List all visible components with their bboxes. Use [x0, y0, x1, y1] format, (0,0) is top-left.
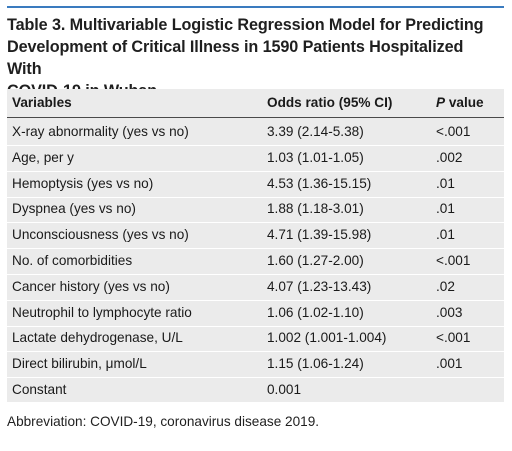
cell-p-value: <.001	[436, 253, 471, 268]
cell-p-value: .003	[436, 304, 463, 320]
cell-p-value: <.001	[436, 330, 471, 346]
title-line-2: Development of Critical Illness in 1590 …	[7, 38, 464, 78]
cell-odds-ratio: 4.71 (1.39-15.98)	[267, 227, 372, 243]
table-row: Unconsciousness (yes vs no) 4.71 (1.39-15…	[7, 222, 504, 250]
cell-variable: Constant	[12, 382, 67, 397]
cell-odds-ratio: 1.03 (1.01-1.05)	[267, 149, 364, 165]
accent-rule	[7, 6, 504, 8]
cell-p-value: .002	[436, 149, 463, 165]
table-header-row: Variables Odds ratio (95% CI) P value	[7, 89, 504, 118]
cell-variable: X-ray abnormality (yes vs no)	[12, 124, 189, 139]
cell-p-value: .01	[436, 201, 455, 217]
cell-variable: Unconsciousness (yes vs no)	[12, 227, 189, 243]
cell-p-value: .01	[436, 175, 455, 191]
header-p-rest: value	[445, 95, 484, 110]
header-p-value: P value	[436, 93, 484, 113]
table-row: Neutrophil to lymphocyte ratio 1.06 (1.02…	[7, 300, 504, 327]
cell-p-value: .01	[436, 227, 455, 243]
table-row: Lactate dehydrogenase, U/L 1.002 (1.001-1…	[7, 325, 504, 353]
title-line-1: Table 3. Multivariable Logistic Regressi…	[7, 16, 484, 34]
cell-variable: Hemoptysis (yes vs no)	[12, 175, 154, 191]
cell-variable: No. of comorbidities	[12, 253, 133, 268]
cell-odds-ratio: 4.53 (1.36-15.15)	[267, 175, 372, 191]
header-odds-ratio: Odds ratio (95% CI)	[267, 95, 393, 110]
table-row: No. of comorbidities 1.60 (1.27-2.00) <.00…	[7, 248, 504, 275]
table-row: Direct bilirubin, μmol/L 1.15 (1.06-1.24)…	[7, 351, 504, 379]
cell-variable: Age, per y	[12, 149, 74, 165]
table-footnote: Abbreviation: COVID-19, coronavirus dise…	[7, 414, 320, 429]
cell-variable: Dyspnea (yes vs no)	[12, 201, 136, 217]
cell-variable: Lactate dehydrogenase, U/L	[12, 330, 183, 346]
cell-odds-ratio: 4.07 (1.23-13.43)	[267, 278, 372, 294]
cell-p-value: .02	[436, 278, 455, 294]
cell-odds-ratio: 1.60 (1.27-2.00)	[267, 253, 364, 268]
table-row: X-ray abnormality (yes vs no) 3.39 (2.14-…	[7, 119, 504, 146]
cell-p-value: <.001	[436, 124, 471, 139]
cell-p-value: .001	[436, 356, 463, 372]
table-row: Cancer history (yes vs no) 4.07 (1.23-13.…	[7, 274, 504, 301]
table-row: Dyspnea (yes vs no) 1.88 (1.18-3.01) .01	[7, 196, 504, 224]
cell-variable: Neutrophil to lymphocyte ratio	[12, 304, 192, 320]
cell-odds-ratio: 1.002 (1.001-1.004)	[267, 330, 387, 346]
cell-odds-ratio: 1.88 (1.18-3.01)	[267, 201, 364, 217]
cell-variable: Direct bilirubin, μmol/L	[12, 356, 147, 372]
cell-odds-ratio: 3.39 (2.14-5.38)	[267, 124, 364, 139]
cell-odds-ratio: 1.15 (1.06-1.24)	[267, 356, 364, 372]
cell-variable: Cancer history (yes vs no)	[12, 278, 170, 294]
table-row: Age, per y 1.03 (1.01-1.05) .002	[7, 145, 504, 172]
header-p-italic: P	[436, 95, 446, 110]
table-row: Constant 0.001	[7, 377, 504, 403]
cell-odds-ratio: 0.001	[267, 382, 302, 397]
header-variables: Variables	[12, 95, 72, 110]
table-row: Hemoptysis (yes vs no) 4.53 (1.36-15.15).…	[7, 171, 504, 198]
regression-table: Variables Odds ratio (95% CI) P value X-…	[7, 89, 504, 402]
cell-odds-ratio: 1.06 (1.02-1.10)	[267, 304, 364, 320]
